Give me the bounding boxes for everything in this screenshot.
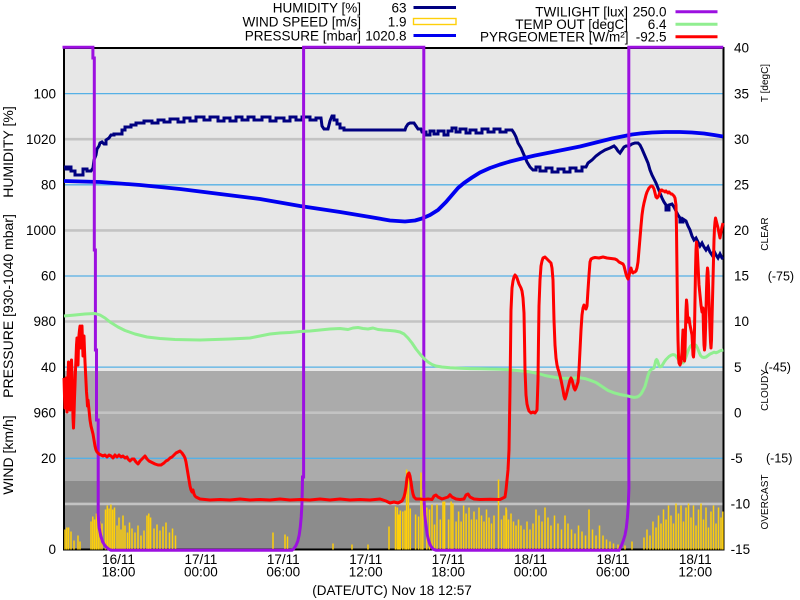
- svg-text:0: 0: [734, 405, 742, 420]
- svg-text:12:00: 12:00: [349, 564, 383, 579]
- svg-text:-5: -5: [731, 451, 743, 466]
- svg-text:18/11: 18/11: [597, 552, 630, 567]
- svg-text:WIND [km/h]: WIND [km/h]: [0, 415, 16, 494]
- svg-text:18/11: 18/11: [514, 552, 547, 567]
- svg-text:(-15): (-15): [766, 452, 792, 466]
- svg-text:06:00: 06:00: [596, 564, 630, 579]
- svg-text:15: 15: [734, 269, 749, 284]
- svg-text:17/11: 17/11: [432, 552, 465, 567]
- svg-text:35: 35: [734, 86, 749, 101]
- svg-text:CLOUDY: CLOUDY: [760, 369, 771, 411]
- svg-text:06:00: 06:00: [266, 564, 300, 579]
- svg-text:1020.8: 1020.8: [365, 28, 406, 43]
- svg-text:40: 40: [734, 41, 749, 56]
- svg-text:18/11: 18/11: [679, 552, 712, 567]
- svg-text:100: 100: [33, 86, 56, 101]
- svg-text:CLEAR: CLEAR: [760, 217, 771, 250]
- svg-text:18:00: 18:00: [102, 564, 136, 579]
- svg-text:PYRGEOMETER [W/m²]: PYRGEOMETER [W/m²]: [480, 30, 629, 45]
- svg-text:(DATE/UTC) Nov 18 12:57: (DATE/UTC) Nov 18 12:57: [312, 583, 472, 598]
- svg-text:PRESSURE [930-1040 mbar]: PRESSURE [930-1040 mbar]: [0, 214, 16, 398]
- svg-text:(-45): (-45): [765, 360, 791, 374]
- svg-text:16/11: 16/11: [102, 552, 135, 567]
- svg-text:10: 10: [734, 314, 749, 329]
- svg-text:960: 960: [33, 405, 56, 420]
- svg-text:(-75): (-75): [768, 269, 794, 283]
- svg-text:980: 980: [33, 314, 56, 329]
- svg-text:17/11: 17/11: [349, 552, 382, 567]
- svg-text:00:00: 00:00: [514, 564, 548, 579]
- svg-text:60: 60: [41, 269, 56, 284]
- svg-text:17/11: 17/11: [267, 552, 300, 567]
- svg-text:5: 5: [734, 360, 742, 375]
- svg-text:WIND SPEED [m/s]: WIND SPEED [m/s]: [242, 14, 361, 29]
- svg-text:T [degC]: T [degC]: [760, 64, 771, 102]
- svg-text:HUMIDITY [%]: HUMIDITY [%]: [0, 106, 16, 198]
- svg-text:HUMIDITY [%]: HUMIDITY [%]: [273, 0, 361, 15]
- svg-text:-10: -10: [731, 497, 751, 512]
- svg-text:PRESSURE [mbar]: PRESSURE [mbar]: [245, 28, 361, 43]
- svg-text:80: 80: [41, 177, 56, 192]
- svg-text:OVERCAST: OVERCAST: [760, 474, 771, 529]
- svg-text:-15: -15: [731, 542, 751, 557]
- svg-text:1020: 1020: [26, 132, 56, 147]
- svg-text:1.9: 1.9: [388, 14, 407, 29]
- svg-text:40: 40: [41, 360, 56, 375]
- svg-text:20: 20: [41, 451, 56, 466]
- svg-text:6.4: 6.4: [648, 17, 667, 32]
- svg-text:17/11: 17/11: [185, 552, 218, 567]
- svg-text:TWILIGHT [lux]: TWILIGHT [lux]: [535, 5, 628, 20]
- svg-text:25: 25: [734, 177, 749, 192]
- svg-text:63: 63: [391, 0, 406, 15]
- svg-text:00:00: 00:00: [184, 564, 218, 579]
- svg-text:1000: 1000: [26, 223, 56, 238]
- svg-text:TEMP OUT [degC]: TEMP OUT [degC]: [515, 17, 628, 32]
- svg-text:20: 20: [734, 223, 749, 238]
- svg-text:12:00: 12:00: [678, 564, 712, 579]
- svg-text:-92.5: -92.5: [636, 30, 667, 45]
- svg-text:18:00: 18:00: [431, 564, 465, 579]
- svg-text:0: 0: [48, 542, 56, 557]
- svg-text:250.0: 250.0: [633, 5, 667, 20]
- svg-text:30: 30: [734, 132, 749, 147]
